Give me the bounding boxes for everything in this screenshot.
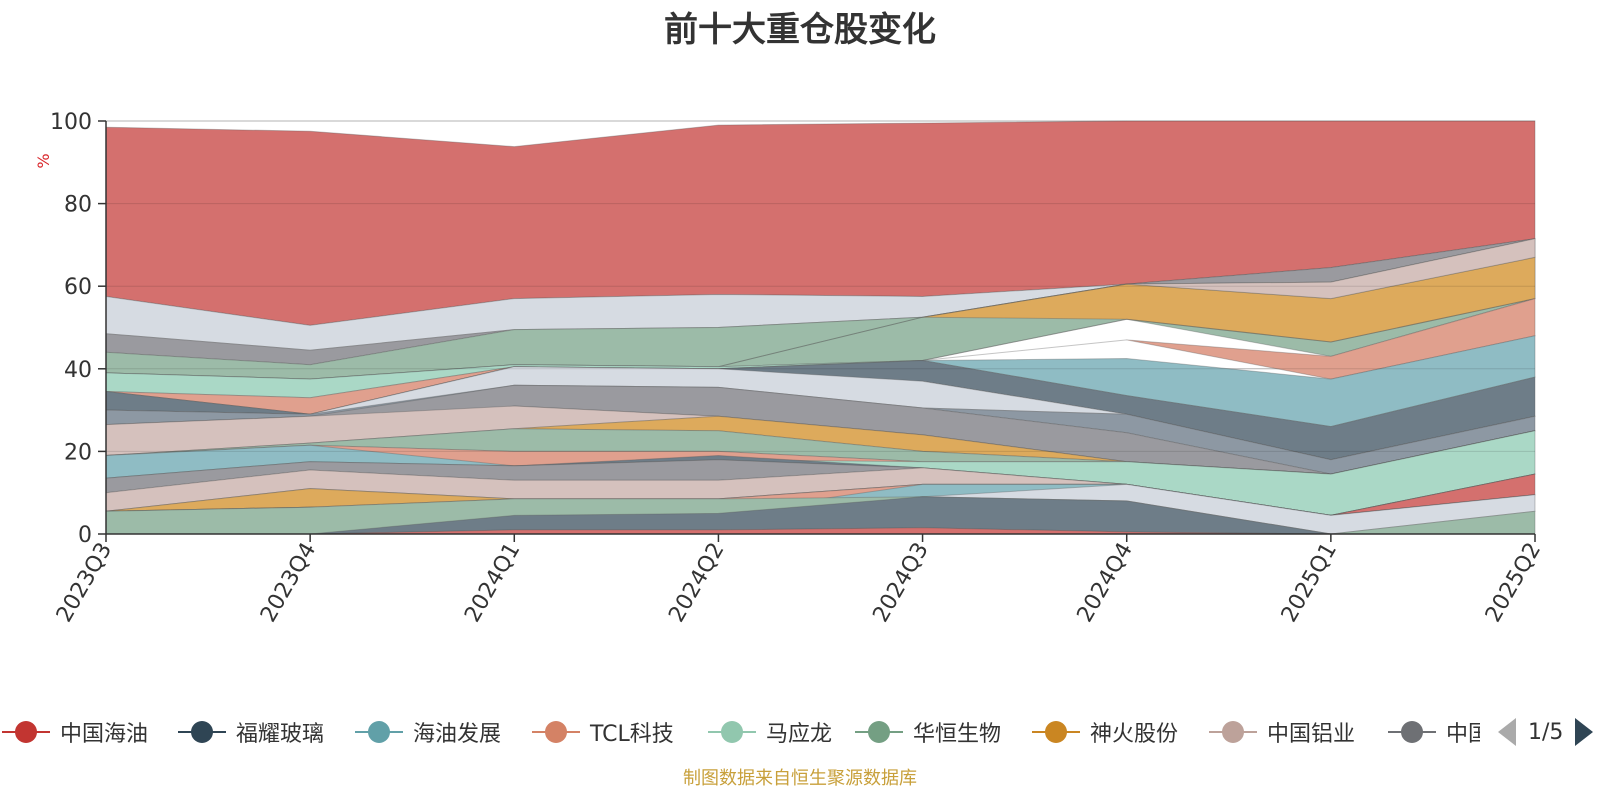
legend-items: 中国海油 福耀玻璃 海油发展 TCL科技 马应龙 华恒生物 神火股份 中国铝业 中国 [0,712,1480,752]
legend-label: 马应龙 [766,722,833,747]
y-axis-label: % [34,153,53,168]
x-tick-label: 2023Q3 [52,539,117,627]
legend-label: 华恒生物 [913,722,1002,747]
legend-item[interactable]: TCL科技 [532,712,674,752]
legend-marker-icon [1209,720,1257,744]
y-tick-label: 20 [64,440,92,465]
legend-marker-icon [178,720,226,744]
legend-label: TCL科技 [590,722,674,747]
y-tick-label: 40 [64,358,92,383]
x-tick-label: 2025Q1 [1277,539,1342,627]
source-note: 制图数据来自恒生聚源数据库 [683,768,917,789]
legend-next-page-icon[interactable] [1575,718,1594,746]
legend-label: 中国铝业 [1267,722,1356,747]
legend-label: 中国 [1446,722,1480,747]
legend-marker-icon [1388,720,1436,744]
legend-label: 海油发展 [413,722,502,747]
legend-label: 福耀玻璃 [236,722,325,747]
legend-prev-page-icon[interactable] [1498,718,1516,746]
y-tick-label: 80 [64,193,92,218]
legend-pager: 1/5 [1498,712,1594,752]
legend-marker-icon [855,720,903,744]
legend-item[interactable]: 中国 [1388,712,1480,752]
legend-label: 神火股份 [1090,722,1179,747]
legend-item[interactable]: 海油发展 [355,712,501,752]
x-tick-label: 2024Q1 [460,539,525,627]
legend-marker-icon [708,720,756,744]
legend-marker-icon [355,720,403,744]
legend-marker-icon [1032,720,1080,744]
x-tick-label: 2023Q4 [256,539,321,627]
legend-item[interactable]: 华恒生物 [855,712,1001,752]
y-tick-label: 100 [50,110,92,135]
legend-item[interactable]: 福耀玻璃 [178,712,324,752]
x-tick-label: 2024Q3 [868,539,933,627]
legend-marker-icon [532,720,580,744]
area-series [105,120,1536,535]
x-tick-label: 2024Q4 [1073,539,1138,627]
legend-page-indicator: 1/5 [1528,719,1564,745]
legend: 中国海油 福耀玻璃 海油发展 TCL科技 马应龙 华恒生物 神火股份 中国铝业 中国 1/5 [0,712,1600,752]
area-layer-2 [105,238,1536,366]
legend-item[interactable]: 马应龙 [708,712,832,752]
legend-marker-icon [2,720,50,744]
x-tick-label: 2024Q2 [664,539,729,627]
chart-title: 前十大重仓股变化 [664,10,936,50]
y-tick-label: 0 [78,523,92,548]
legend-label: 中国海油 [60,722,149,747]
x-tick-label: 2025Q2 [1481,539,1546,627]
legend-item[interactable]: 神火股份 [1032,712,1178,752]
legend-item[interactable]: 中国海油 [2,712,148,752]
y-tick-label: 60 [64,275,92,300]
area-layer-20 [105,459,1536,516]
legend-item[interactable]: 中国铝业 [1209,712,1355,752]
